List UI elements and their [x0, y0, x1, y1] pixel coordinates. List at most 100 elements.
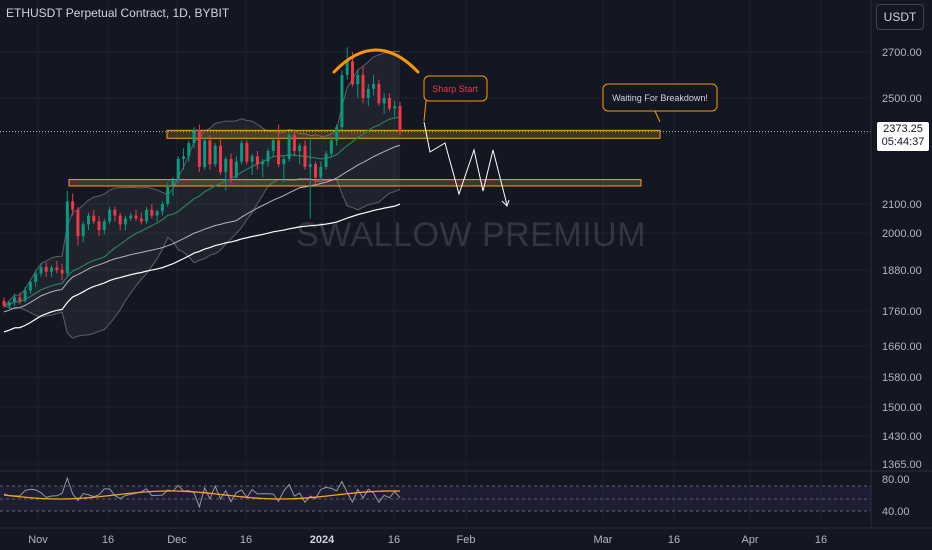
candle-body [71, 201, 75, 210]
candle-body [108, 209, 112, 222]
rsi-signal-line [3, 490, 401, 500]
time-tick-label: Mar [594, 534, 613, 546]
sharp-start-pointer [423, 100, 427, 122]
candle-body [350, 61, 354, 85]
candle-body [245, 143, 249, 162]
candle-body [81, 224, 85, 237]
sharp-start-callout [423, 75, 488, 102]
waiting-pointer [654, 110, 661, 123]
projected-path [423, 121, 508, 206]
candle-body [34, 273, 38, 282]
candle-body [182, 156, 186, 159]
candle-body [240, 143, 244, 162]
candle-body [208, 140, 212, 165]
candle-body [203, 140, 207, 167]
moving-average-fast [3, 144, 401, 313]
candle-body [134, 215, 138, 219]
rsi-line [3, 476, 401, 509]
candle-body [97, 221, 101, 231]
price-tick-label: 2100.00 [882, 199, 922, 211]
candle-body [50, 267, 54, 272]
time-tick-label: Apr [741, 534, 758, 546]
candle-body [102, 221, 106, 231]
time-tick-label: 16 [102, 534, 114, 546]
candle-body [28, 281, 32, 291]
candle-body [145, 209, 149, 222]
rounded-top-arc [332, 48, 420, 74]
time-tick-label: Feb [457, 534, 476, 546]
price-tick-label: 1760.00 [882, 306, 922, 318]
candle-body [166, 185, 170, 204]
candle-body [387, 98, 391, 109]
candle-body [13, 297, 17, 303]
price-tick-label: 1660.00 [882, 341, 922, 353]
time-tick-label: 2024 [310, 534, 335, 546]
candle-body [398, 105, 402, 132]
candle-body [192, 129, 196, 144]
candle-body [314, 164, 318, 178]
bollinger-upper [3, 50, 401, 307]
candle-body [155, 211, 159, 216]
candle-body [319, 166, 323, 178]
candle-body [277, 140, 281, 165]
candle-body [366, 88, 370, 98]
candle-body [39, 266, 43, 274]
price-tick-label: 2700.00 [882, 47, 922, 59]
candle-body [377, 84, 381, 104]
candle-body [308, 164, 312, 167]
candle-body [329, 140, 333, 154]
candle-body [150, 209, 154, 216]
moving-averages [3, 116, 401, 333]
candle-body [292, 135, 296, 151]
candle-body [266, 151, 270, 162]
rsi-tick-label: 40.00 [882, 506, 910, 518]
candle-body [213, 145, 217, 165]
price-tick-label: 2500.00 [882, 93, 922, 105]
candle-body [250, 156, 254, 162]
candle-body [229, 158, 233, 178]
time-tick-label: 16 [388, 534, 400, 546]
last-price-tag: 2373.25 05:44:37 [877, 122, 929, 151]
candle-body [18, 297, 22, 301]
basis-line [3, 116, 401, 307]
symbol-title[interactable]: ETHUSDT Perpetual Contract, 1D, BYBIT [6, 6, 230, 20]
price-tick-label: 1580.00 [882, 372, 922, 384]
candle-body [60, 270, 64, 274]
last-price: 2373.25 [883, 123, 923, 135]
candle-body [303, 145, 307, 167]
drawings[interactable]: Sharp Start Waiting For Breakdown! [332, 48, 718, 207]
candle-body [261, 161, 265, 165]
candle-body [113, 209, 117, 216]
candle-body [287, 135, 291, 159]
support-zones[interactable] [68, 129, 661, 187]
rsi-tick-label: 80.00 [882, 474, 910, 486]
time-tick-label: 16 [240, 534, 252, 546]
candle-body [340, 75, 344, 128]
candle-body [23, 290, 27, 301]
waiting-callout [602, 83, 718, 112]
moving-average-slow [3, 203, 401, 333]
candle-body [361, 75, 365, 98]
time-tick-label: 16 [815, 534, 827, 546]
price-tick-label: 1430.00 [882, 431, 922, 443]
candle-body [76, 209, 80, 237]
candle-body [382, 98, 386, 104]
candle-body [224, 158, 228, 173]
projected-arrow-head [501, 199, 510, 207]
candle-body [187, 143, 191, 157]
candle-body [65, 201, 69, 274]
candle-body [255, 156, 259, 165]
candle-body [44, 266, 48, 272]
candle-body [118, 215, 122, 225]
currency-button[interactable]: USDT [876, 4, 924, 30]
sharp-start-label: Sharp Start [432, 84, 478, 94]
candle-body [2, 300, 6, 306]
candle-body [372, 84, 376, 89]
candle-body [298, 145, 302, 151]
rsi-pane [0, 470, 932, 512]
candle-body [218, 145, 222, 173]
bar-countdown: 05:44:37 [881, 136, 925, 148]
waiting-label: Waiting For Breakdown! [612, 93, 708, 103]
